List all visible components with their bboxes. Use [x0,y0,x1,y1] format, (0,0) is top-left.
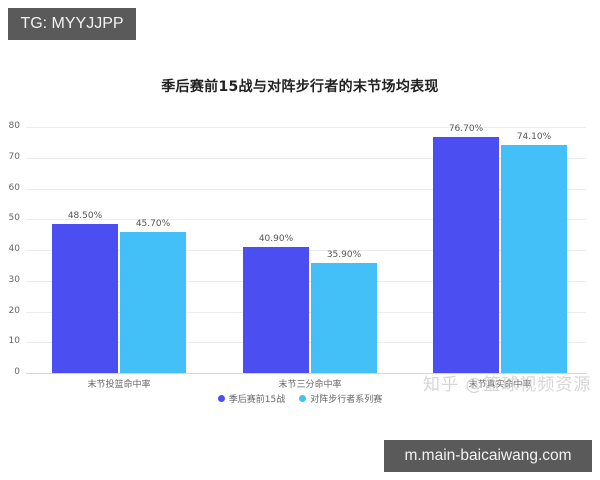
bar-value-label: 48.50% [67,210,103,221]
bar-value-label: 35.90% [326,249,362,260]
category-label: 末节三分命中率 [278,380,342,390]
category-label: 末节真实命中率 [468,380,532,390]
y-tick-label: 70 [8,151,20,162]
y-tick-label: 80 [8,121,20,131]
legend-item-series0[interactable]: 季后赛前15战 [217,392,286,405]
legend-item-series1[interactable]: 对阵步行者系列赛 [299,392,382,405]
chart-title: 季后赛前15战与对阵步行者的末节场均表现 [161,79,439,95]
y-tick-label: 10 [8,336,20,347]
bar-value-label: 40.90% [258,234,294,245]
gridline [26,188,586,190]
y-tick-label: 40 [8,244,20,254]
legend-label: 对阵步行者系列赛 [310,395,383,405]
bar[interactable] [433,137,499,373]
bar[interactable] [311,262,377,373]
bar-value-label: 74.10% [516,132,552,143]
bar-value-label: 45.70% [135,219,171,230]
y-tick-label: 30 [8,274,20,285]
watermark: 知乎 @篮球视频资源 [423,375,592,395]
bar-value-label: 76.70% [448,124,484,135]
y-tick-label: 0 [14,367,20,377]
bar[interactable] [501,145,567,373]
site-badge: m.main-baicaiwang.com [384,440,592,472]
gridline [26,157,586,159]
legend: 季后赛前15战 对阵步行者系列赛 [0,392,600,405]
legend-dot-icon [217,395,225,402]
bar[interactable] [52,223,118,373]
gridline [26,219,586,221]
legend-label: 季后赛前15战 [228,395,286,405]
y-tick-label: 20 [8,305,20,316]
category-label: 末节投篮命中率 [87,380,151,390]
gridline [26,127,586,128]
gridline [26,373,586,374]
legend-dot-icon [299,395,307,402]
bar[interactable] [243,247,309,373]
tg-badge: TG: MYYJJPP [8,8,136,40]
y-tick-label: 60 [8,182,20,193]
bar[interactable] [120,232,186,373]
y-tick-label: 50 [8,213,20,224]
